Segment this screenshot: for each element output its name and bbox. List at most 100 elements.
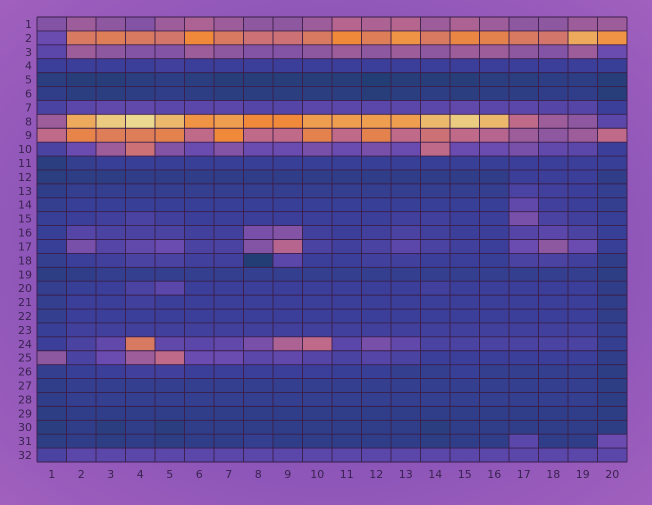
heatmap-cell — [37, 378, 67, 393]
heatmap-cell — [420, 197, 451, 213]
heatmap-cell — [184, 58, 215, 74]
heatmap-cell — [420, 128, 451, 143]
heatmap-cell — [597, 267, 628, 282]
y-tick-label: 19 — [18, 268, 32, 281]
heatmap-cell — [96, 295, 126, 310]
heatmap-cell — [273, 239, 303, 254]
x-tick-label: 16 — [487, 468, 501, 481]
heatmap-cell — [302, 156, 333, 171]
heatmap-cell — [361, 322, 392, 338]
heatmap-cell — [420, 350, 451, 366]
heatmap-cell — [361, 86, 392, 101]
heatmap-cell — [273, 100, 303, 115]
heatmap-cell — [509, 253, 539, 268]
heatmap-cell — [391, 434, 421, 449]
heatmap-cell — [37, 295, 67, 310]
heatmap-cell — [479, 86, 510, 101]
heatmap-cell — [509, 322, 539, 338]
heatmap-cell — [509, 100, 539, 115]
heatmap-cell — [243, 309, 274, 324]
x-tick-label: 18 — [546, 468, 560, 481]
x-tick-label: 4 — [137, 468, 144, 481]
heatmap-cell — [361, 72, 392, 88]
y-tick-label: 30 — [18, 421, 32, 434]
heatmap-cell — [332, 225, 362, 240]
heatmap-cell — [479, 114, 510, 129]
heatmap-cell — [66, 336, 97, 352]
heatmap-cell — [184, 434, 215, 449]
heatmap-cell — [184, 44, 215, 60]
heatmap-cell — [125, 30, 156, 46]
heatmap-cell — [125, 44, 156, 60]
y-tick-label: 8 — [25, 115, 32, 128]
heatmap-cell — [479, 225, 510, 240]
heatmap-cell — [66, 197, 97, 213]
heatmap-cell — [37, 17, 67, 32]
heatmap-cell — [332, 322, 362, 338]
heatmap-cell — [538, 211, 569, 227]
heatmap-cell — [184, 72, 215, 88]
heatmap-cell — [597, 58, 628, 74]
y-tick-label: 24 — [18, 338, 32, 351]
heatmap-cell — [450, 364, 480, 380]
heatmap-cell — [391, 156, 421, 171]
heatmap-cell — [214, 44, 244, 60]
heatmap-cell — [361, 44, 392, 60]
heatmap-cell — [538, 30, 569, 46]
heatmap-cell — [479, 100, 510, 115]
heatmap-cell — [391, 17, 421, 32]
heatmap-cell — [420, 309, 451, 324]
heatmap-cell — [391, 309, 421, 324]
heatmap-cell — [450, 100, 480, 115]
heatmap-cell — [479, 239, 510, 254]
heatmap-cell — [361, 142, 392, 157]
heatmap-cell — [214, 253, 244, 268]
heatmap-cell — [66, 406, 97, 421]
heatmap-cell — [479, 420, 510, 435]
heatmap-cell — [184, 225, 215, 240]
heatmap-cell — [391, 406, 421, 421]
heatmap-cell — [450, 420, 480, 435]
y-tick-label: 7 — [25, 101, 32, 114]
heatmap-cell — [391, 30, 421, 46]
heatmap-cell — [479, 197, 510, 213]
heatmap-cell — [479, 142, 510, 157]
x-tick-label: 12 — [369, 468, 383, 481]
heatmap-cell — [125, 156, 156, 171]
heatmap-cell — [243, 156, 274, 171]
heatmap-cell — [37, 197, 67, 213]
heatmap-cell — [597, 406, 628, 421]
heatmap-cell — [361, 281, 392, 296]
heatmap-cell — [450, 128, 480, 143]
heatmap-cell — [37, 392, 67, 407]
heatmap-cell — [391, 197, 421, 213]
heatmap-cell — [361, 30, 392, 46]
heatmap-cell — [302, 100, 333, 115]
heatmap-cell — [597, 336, 628, 352]
heatmap-cell — [568, 350, 598, 366]
heatmap-cell — [37, 183, 67, 199]
heatmap-cell — [155, 142, 185, 157]
heatmap-cell — [391, 100, 421, 115]
heatmap-cell — [184, 295, 215, 310]
heatmap-cell — [214, 142, 244, 157]
heatmap-cell — [155, 197, 185, 213]
heatmap-cell — [66, 128, 97, 143]
heatmap-cell — [361, 295, 392, 310]
heatmap-cell — [96, 86, 126, 101]
heatmap-cell — [597, 142, 628, 157]
heatmap-cell — [361, 336, 392, 352]
heatmap-cell — [509, 406, 539, 421]
heatmap-cell — [243, 100, 274, 115]
heatmap-cell — [184, 406, 215, 421]
heatmap-cell — [96, 114, 126, 129]
heatmap-cell — [214, 156, 244, 171]
heatmap-cell — [96, 364, 126, 380]
heatmap-cell — [302, 364, 333, 380]
heatmap-cell — [479, 350, 510, 366]
heatmap-cell — [243, 128, 274, 143]
heatmap-cell — [125, 420, 156, 435]
heatmap-cell — [568, 309, 598, 324]
y-tick-label: 14 — [18, 199, 32, 212]
heatmap-cell — [66, 420, 97, 435]
